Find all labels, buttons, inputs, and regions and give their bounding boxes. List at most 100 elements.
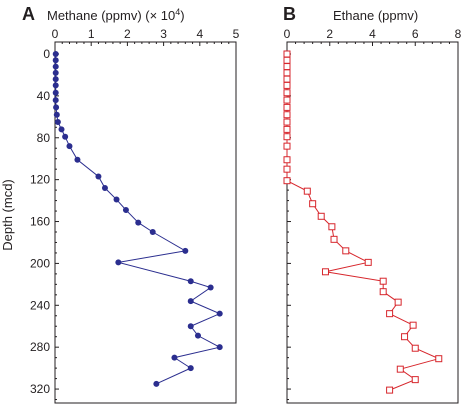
data-point — [149, 229, 156, 235]
data-point — [52, 97, 59, 104]
x-tick-label: 8 — [455, 27, 462, 41]
data-point — [283, 111, 291, 119]
data-point — [135, 219, 142, 226]
data-point — [194, 332, 201, 339]
data-point — [309, 200, 317, 208]
data-point — [153, 380, 160, 387]
data-point — [411, 376, 419, 384]
data-point — [303, 187, 311, 195]
data-point — [62, 133, 69, 140]
data-point — [283, 142, 291, 150]
data-point — [52, 63, 59, 70]
panel-a-title: Methane (ppmv) (× 104) — [47, 7, 185, 23]
data-point — [52, 51, 59, 57]
data-point — [95, 173, 102, 180]
x-tick-label: 1 — [88, 27, 95, 41]
data-point — [54, 119, 61, 126]
data-point — [283, 103, 291, 111]
panel-b-ethane: 0 2 4 6 8 — [283, 27, 462, 404]
data-point — [216, 310, 223, 317]
y-tick-label: 320 — [30, 382, 50, 396]
x-tick-label: 0 — [284, 27, 291, 41]
y-tick-label: 40 — [37, 89, 51, 103]
data-point — [283, 177, 291, 185]
y-tick-label: 200 — [30, 256, 50, 270]
data-point — [283, 125, 291, 133]
data-point — [283, 156, 291, 164]
data-point — [283, 75, 291, 83]
data-point — [321, 268, 329, 276]
x-tick-label: 6 — [412, 27, 419, 41]
data-point — [187, 298, 194, 305]
y-axis-title: Depth (mcd) — [0, 179, 15, 251]
data-point — [283, 118, 291, 126]
data-point — [115, 259, 122, 266]
data-point — [53, 104, 60, 111]
panel-a-title-exp: 4 — [175, 7, 180, 17]
panel-b-title: Ethane (ppmv) — [333, 8, 418, 23]
data-point — [342, 247, 350, 255]
x-tick-label: 4 — [369, 27, 376, 41]
series-line — [55, 54, 222, 385]
data-point — [283, 56, 291, 64]
data-point — [52, 89, 59, 96]
data-point — [52, 82, 59, 89]
panel-a-title-close: ) — [180, 8, 184, 23]
plot-frame — [54, 41, 237, 404]
data-point — [122, 207, 129, 214]
data-point — [187, 278, 194, 285]
y-tick-label: 280 — [30, 340, 50, 354]
data-point — [182, 247, 189, 254]
y-tick-label: 0 — [43, 47, 50, 61]
x-tick-label: 0 — [52, 27, 59, 41]
data-point — [52, 76, 59, 83]
data-point — [283, 50, 291, 58]
data-point — [394, 298, 402, 306]
data-point — [216, 344, 223, 351]
data-point — [113, 196, 120, 203]
data-point — [435, 355, 443, 363]
data-point — [386, 310, 394, 318]
data-point — [53, 111, 60, 118]
data-point — [187, 365, 194, 372]
data-point — [396, 365, 404, 373]
x-tick-label: 4 — [196, 27, 203, 41]
data-point — [379, 277, 387, 285]
data-point — [283, 63, 291, 71]
data-point — [283, 89, 291, 97]
data-point — [58, 126, 65, 133]
data-point — [409, 321, 417, 329]
data-point — [187, 323, 194, 330]
y-tick-label: 160 — [30, 215, 50, 229]
data-point — [52, 69, 59, 76]
data-point — [386, 386, 394, 394]
data-point — [283, 165, 291, 173]
data-point — [401, 333, 409, 341]
data-point — [317, 212, 325, 220]
y-tick-label: 80 — [37, 131, 51, 145]
data-point — [330, 235, 338, 243]
panel-b-letter: B — [283, 4, 296, 24]
data-point — [101, 185, 108, 192]
data-point — [171, 354, 178, 361]
y-tick-label: 120 — [30, 173, 50, 187]
data-point — [283, 81, 291, 89]
data-point — [52, 57, 59, 64]
panel-a-title-main: Methane (ppmv) (× 10 — [47, 8, 175, 23]
series-line — [286, 54, 441, 391]
data-point — [379, 288, 387, 296]
data-point — [283, 133, 291, 141]
panel-a-methane: 0 1 2 3 4 5 0 40 80 120 160 200 240 280 320 — [30, 27, 240, 404]
data-point — [411, 344, 419, 352]
data-point — [207, 284, 214, 291]
x-tick-label: 5 — [233, 27, 240, 41]
x-tick-label: 2 — [326, 27, 333, 41]
plot-frame — [286, 41, 459, 404]
data-point — [283, 96, 291, 104]
y-tick-label: 240 — [30, 298, 50, 312]
data-point — [74, 156, 81, 163]
panel-a-letter: A — [22, 4, 35, 24]
x-tick-label: 2 — [124, 27, 131, 41]
data-point — [364, 258, 372, 266]
